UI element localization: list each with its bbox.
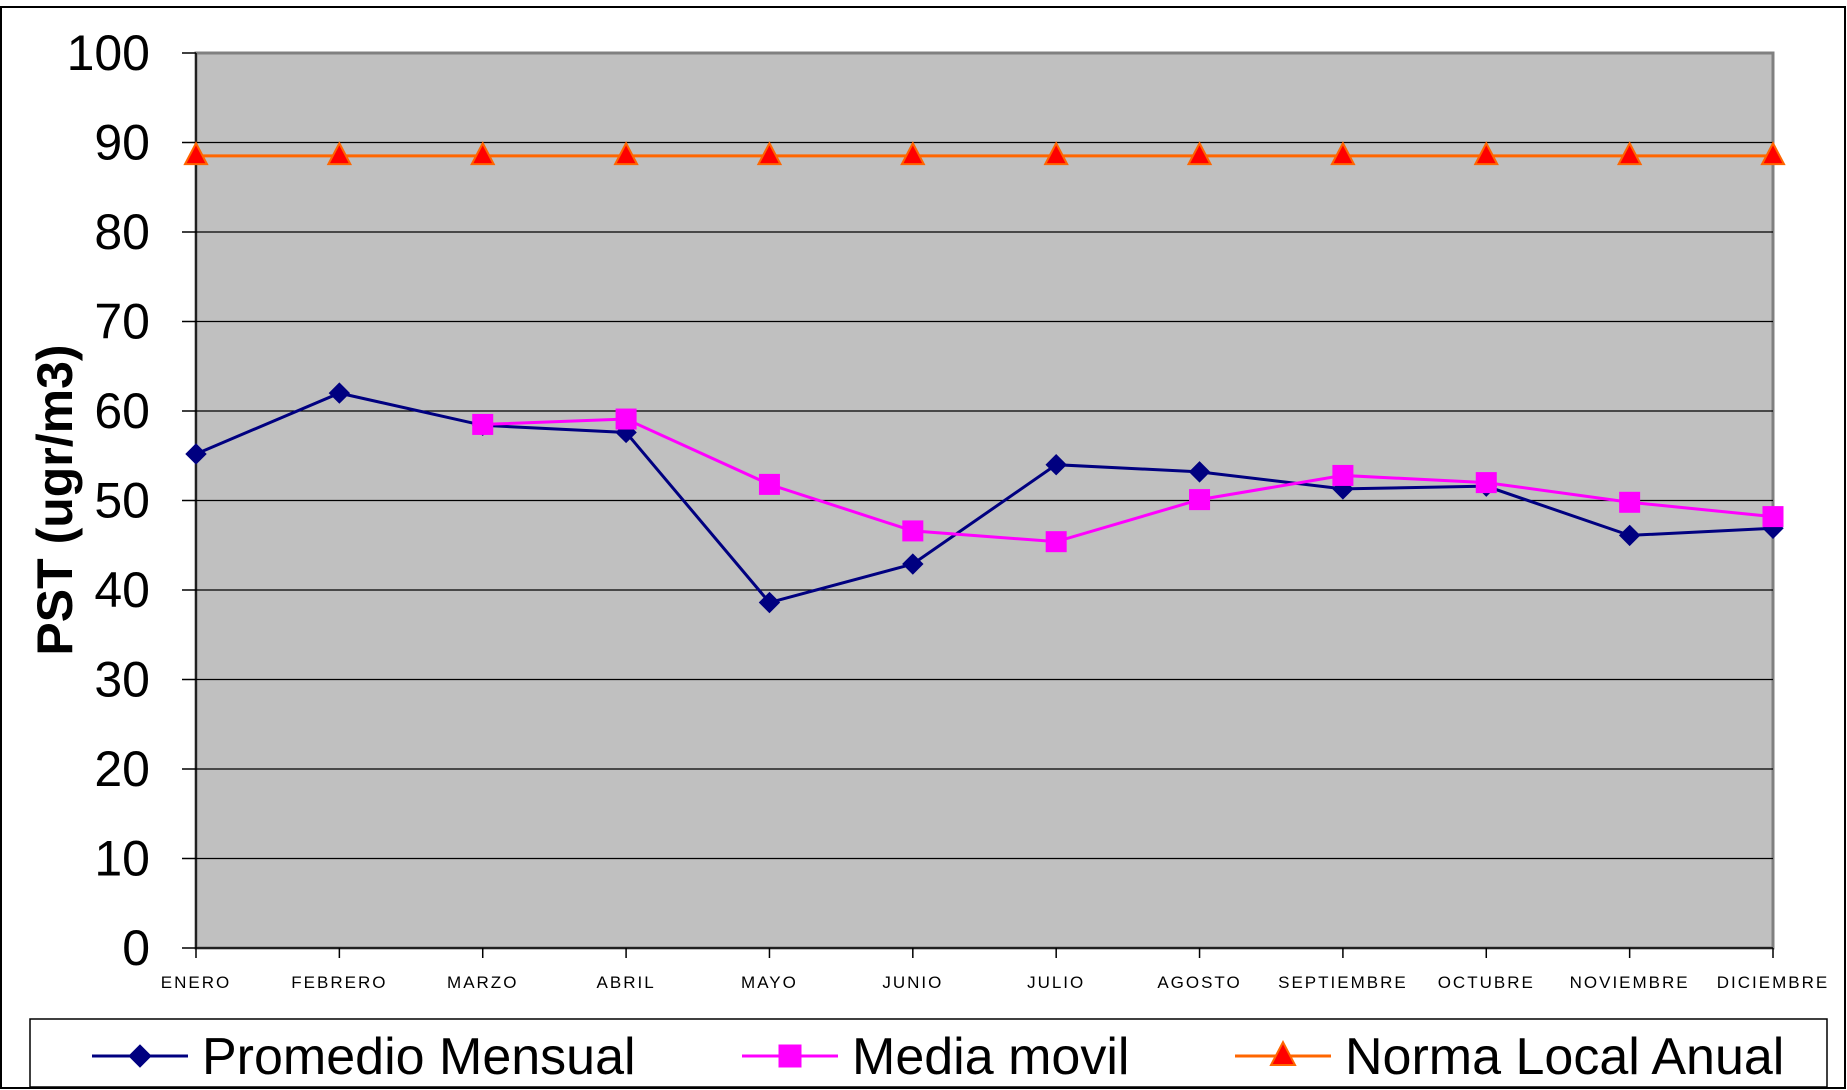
data-point [1619,491,1641,513]
y-tick-label: 80 [94,204,150,260]
data-point [902,553,924,575]
legend-marker [1269,1040,1297,1066]
x-tick-label: MAYO [741,973,798,992]
x-tick-label: AGOSTO [1157,973,1241,992]
x-tick-label: JULIO [1027,973,1085,992]
data-point [613,141,639,166]
data-point [328,382,351,404]
x-tick-label: SEPTIEMBRE [1278,973,1408,992]
data-point [1330,141,1356,166]
y-tick-label: 60 [94,383,150,439]
legend-label: Norma Local Anual [1345,1028,1784,1086]
series-line [195,391,1774,605]
data-point [756,141,783,166]
data-point [900,141,926,166]
y-tick-label: 30 [94,652,150,708]
data-point [902,520,924,542]
series-line [482,417,1774,544]
data-point [1186,141,1213,166]
y-tick-label: 20 [94,741,150,797]
legend-label: Media movil [852,1028,1129,1086]
y-axis-title: PST (ugr/m3) [27,344,83,655]
data-point [1332,464,1354,486]
series-norma-local-anual [183,141,1786,166]
legend-box [29,1018,1828,1088]
data-point [758,473,780,495]
x-tick-label: ABRIL [597,973,656,992]
data-point [326,141,353,166]
data-point [472,413,494,435]
data-point [470,141,496,166]
data-point [1618,524,1641,547]
data-point [615,408,637,430]
legend-marker [778,1044,802,1068]
x-tick-label: ENERO [161,973,231,992]
x-tick-label: DICIEMBRE [1717,973,1829,992]
data-point [1616,141,1643,166]
y-tick-label: 10 [94,831,150,887]
data-point [758,591,781,614]
data-point [185,443,207,465]
y-tick-label: 90 [94,115,150,171]
x-tick-label: NOVIEMBRE [1570,973,1690,992]
data-point [1045,531,1067,553]
data-point [1762,506,1784,528]
x-tick-label: JUNIO [882,973,943,992]
data-point [1188,461,1211,483]
data-point [183,141,209,166]
x-tick-label: MARZO [447,973,518,992]
y-tick-label: 100 [67,25,150,81]
data-point [1475,472,1497,494]
legend: Promedio Mensual Media movil Norma Local A… [29,1018,1828,1088]
legend-label: Promedio Mensual [202,1028,636,1086]
data-point [1189,489,1211,511]
y-tick-label: 0 [122,920,150,976]
legend-marker [128,1044,152,1068]
y-tick-label: 40 [94,562,150,618]
data-point [1473,141,1499,166]
x-tick-label: FEBRERO [291,973,387,992]
x-tick-label: OCTUBRE [1438,973,1535,992]
y-tick-label: 50 [94,473,150,529]
series-media-movil [472,408,1784,553]
data-point [1045,453,1067,476]
y-tick-label: 70 [94,294,150,350]
data-point [1760,141,1786,166]
data-point [1043,141,1069,166]
